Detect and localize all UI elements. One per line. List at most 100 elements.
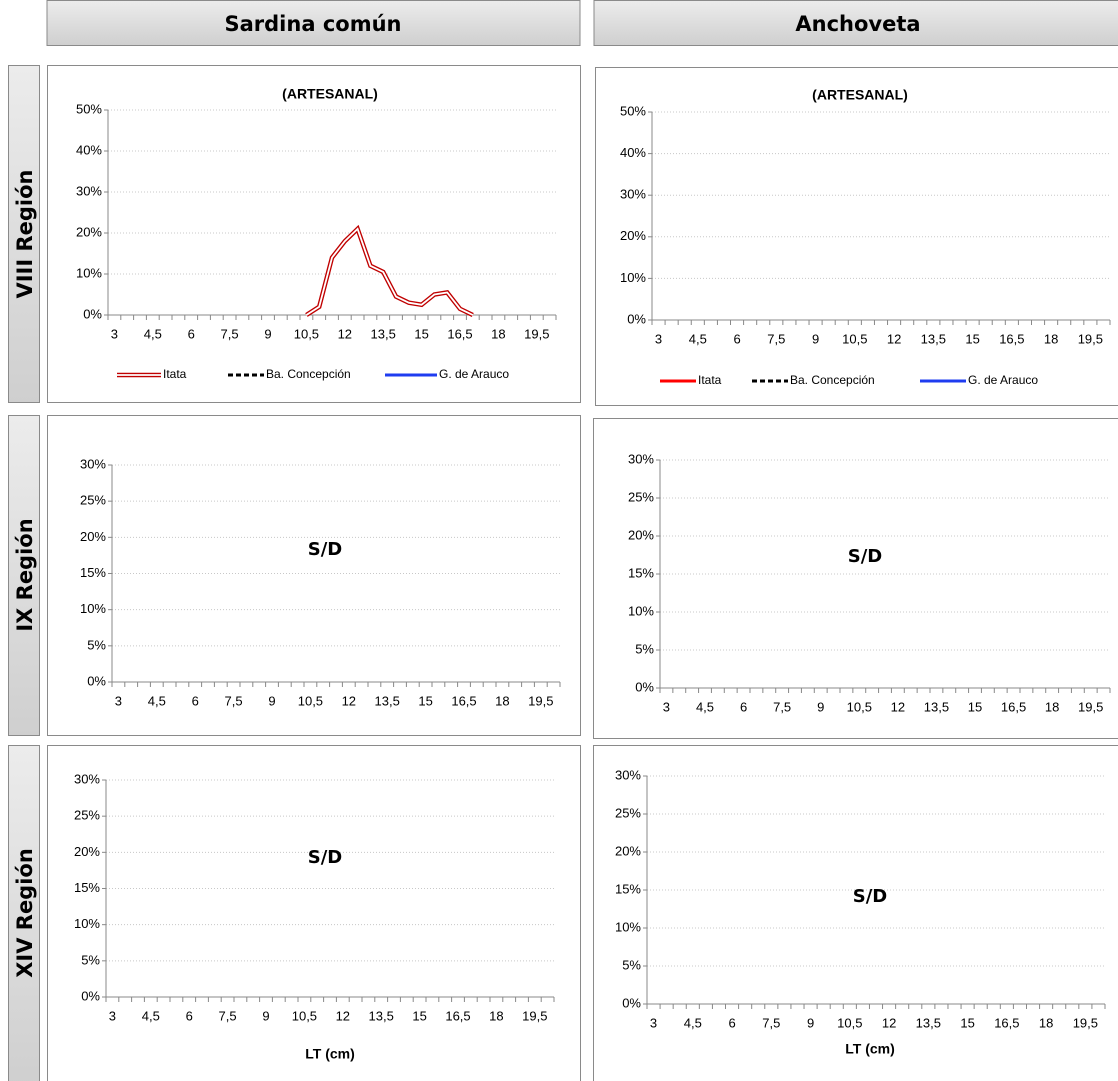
- row-header: IX Región: [13, 518, 37, 631]
- x-tick-label: 19,5: [1078, 331, 1103, 346]
- y-tick-label: 30%: [76, 183, 102, 198]
- x-tick-label: 18: [495, 693, 509, 708]
- x-axis-title: LT (cm): [305, 1046, 355, 1062]
- y-tick-label: 5%: [87, 637, 106, 652]
- x-tick-label: 10,5: [298, 693, 323, 708]
- x-tick-label: 4,5: [684, 1015, 702, 1030]
- y-tick-label: 40%: [76, 142, 102, 157]
- y-tick-label: 5%: [81, 952, 100, 967]
- legend-label: G. de Arauco: [968, 373, 1038, 387]
- x-tick-label: 13,5: [921, 331, 946, 346]
- x-tick-label: 15: [968, 699, 982, 714]
- y-tick-label: 20%: [615, 843, 641, 858]
- x-tick-label: 4,5: [144, 326, 162, 341]
- x-tick-label: 10,5: [294, 326, 319, 341]
- x-tick-label: 18: [489, 1008, 503, 1023]
- x-tick-label: 16,5: [445, 1008, 470, 1023]
- x-tick-label: 10,5: [292, 1008, 317, 1023]
- y-tick-label: 10%: [80, 601, 106, 616]
- y-tick-label: 15%: [80, 565, 106, 580]
- x-tick-label: 18: [491, 326, 505, 341]
- y-tick-label: 25%: [628, 489, 654, 504]
- y-tick-label: 5%: [635, 641, 654, 656]
- x-tick-label: 12: [342, 693, 356, 708]
- legend-label: Itata: [698, 373, 722, 387]
- x-tick-label: 3: [109, 1008, 116, 1023]
- x-tick-label: 4,5: [689, 331, 707, 346]
- chart-frame: [47, 745, 581, 1081]
- y-tick-label: 15%: [628, 565, 654, 580]
- x-tick-label: 4,5: [142, 1008, 160, 1023]
- y-tick-label: 0%: [83, 306, 102, 321]
- x-tick-label: 6: [188, 326, 195, 341]
- x-tick-label: 15: [965, 331, 979, 346]
- chart-frame: [47, 65, 581, 403]
- y-tick-label: 10%: [74, 916, 100, 931]
- x-tick-label: 15: [418, 693, 432, 708]
- x-tick-label: 13,5: [924, 699, 949, 714]
- legend-label: Ba. Concepción: [266, 367, 351, 381]
- y-tick-label: 20%: [74, 844, 100, 859]
- x-tick-label: 10,5: [847, 699, 872, 714]
- y-tick-label: 10%: [615, 919, 641, 934]
- y-tick-label: 10%: [628, 603, 654, 618]
- x-tick-label: 7,5: [762, 1015, 780, 1030]
- chart-frame: [593, 745, 1118, 1081]
- x-tick-label: 13,5: [916, 1015, 941, 1030]
- x-tick-label: 4,5: [148, 693, 166, 708]
- y-tick-label: 30%: [615, 767, 641, 782]
- x-tick-label: 18: [1045, 699, 1059, 714]
- chart-title: (ARTESANAL): [812, 87, 908, 103]
- y-tick-label: 25%: [74, 808, 100, 823]
- x-tick-label: 6: [733, 331, 740, 346]
- x-tick-label: 15: [414, 326, 428, 341]
- x-tick-label: 7,5: [219, 1008, 237, 1023]
- x-tick-label: 9: [807, 1015, 814, 1030]
- annotation: S/D: [853, 886, 887, 907]
- legend-label: Ba. Concepción: [790, 373, 875, 387]
- x-tick-label: 18: [1039, 1015, 1053, 1030]
- y-tick-label: 50%: [620, 103, 646, 118]
- x-tick-label: 9: [812, 331, 819, 346]
- x-tick-label: 16,5: [999, 331, 1024, 346]
- y-tick-label: 20%: [628, 527, 654, 542]
- x-tick-label: 6: [186, 1008, 193, 1023]
- y-tick-label: 25%: [80, 493, 106, 508]
- x-tick-label: 19,5: [1073, 1015, 1098, 1030]
- x-tick-label: 7,5: [767, 331, 785, 346]
- y-tick-label: 5%: [622, 957, 641, 972]
- y-tick-label: 30%: [74, 771, 100, 786]
- x-tick-label: 10,5: [837, 1015, 862, 1030]
- y-tick-label: 50%: [76, 101, 102, 116]
- x-tick-label: 6: [728, 1015, 735, 1030]
- y-tick-label: 20%: [80, 529, 106, 544]
- series-line-inner: [305, 227, 474, 316]
- y-tick-label: 0%: [622, 995, 641, 1010]
- y-tick-label: 15%: [615, 881, 641, 896]
- x-tick-label: 19,5: [1078, 699, 1103, 714]
- chart-frame: [47, 415, 581, 736]
- x-tick-label: 4,5: [696, 699, 714, 714]
- x-tick-label: 9: [262, 1008, 269, 1023]
- x-tick-label: 3: [663, 699, 670, 714]
- x-tick-label: 12: [887, 331, 901, 346]
- y-tick-label: 15%: [74, 880, 100, 895]
- x-tick-label: 3: [650, 1015, 657, 1030]
- x-tick-label: 6: [740, 699, 747, 714]
- y-tick-label: 30%: [80, 456, 106, 471]
- x-tick-label: 13,5: [371, 326, 396, 341]
- legend-label: G. de Arauco: [439, 367, 509, 381]
- x-tick-label: 12: [882, 1015, 896, 1030]
- x-tick-label: 3: [115, 693, 122, 708]
- chart-title: (ARTESANAL): [282, 86, 378, 102]
- y-tick-label: 0%: [87, 673, 106, 688]
- y-tick-label: 20%: [76, 224, 102, 239]
- y-tick-label: 0%: [627, 311, 646, 326]
- x-tick-label: 10,5: [842, 331, 867, 346]
- x-tick-label: 16,5: [994, 1015, 1019, 1030]
- x-tick-label: 13,5: [375, 693, 400, 708]
- row-header-box: [8, 745, 40, 1081]
- x-tick-label: 15: [960, 1015, 974, 1030]
- x-tick-label: 16,5: [447, 326, 472, 341]
